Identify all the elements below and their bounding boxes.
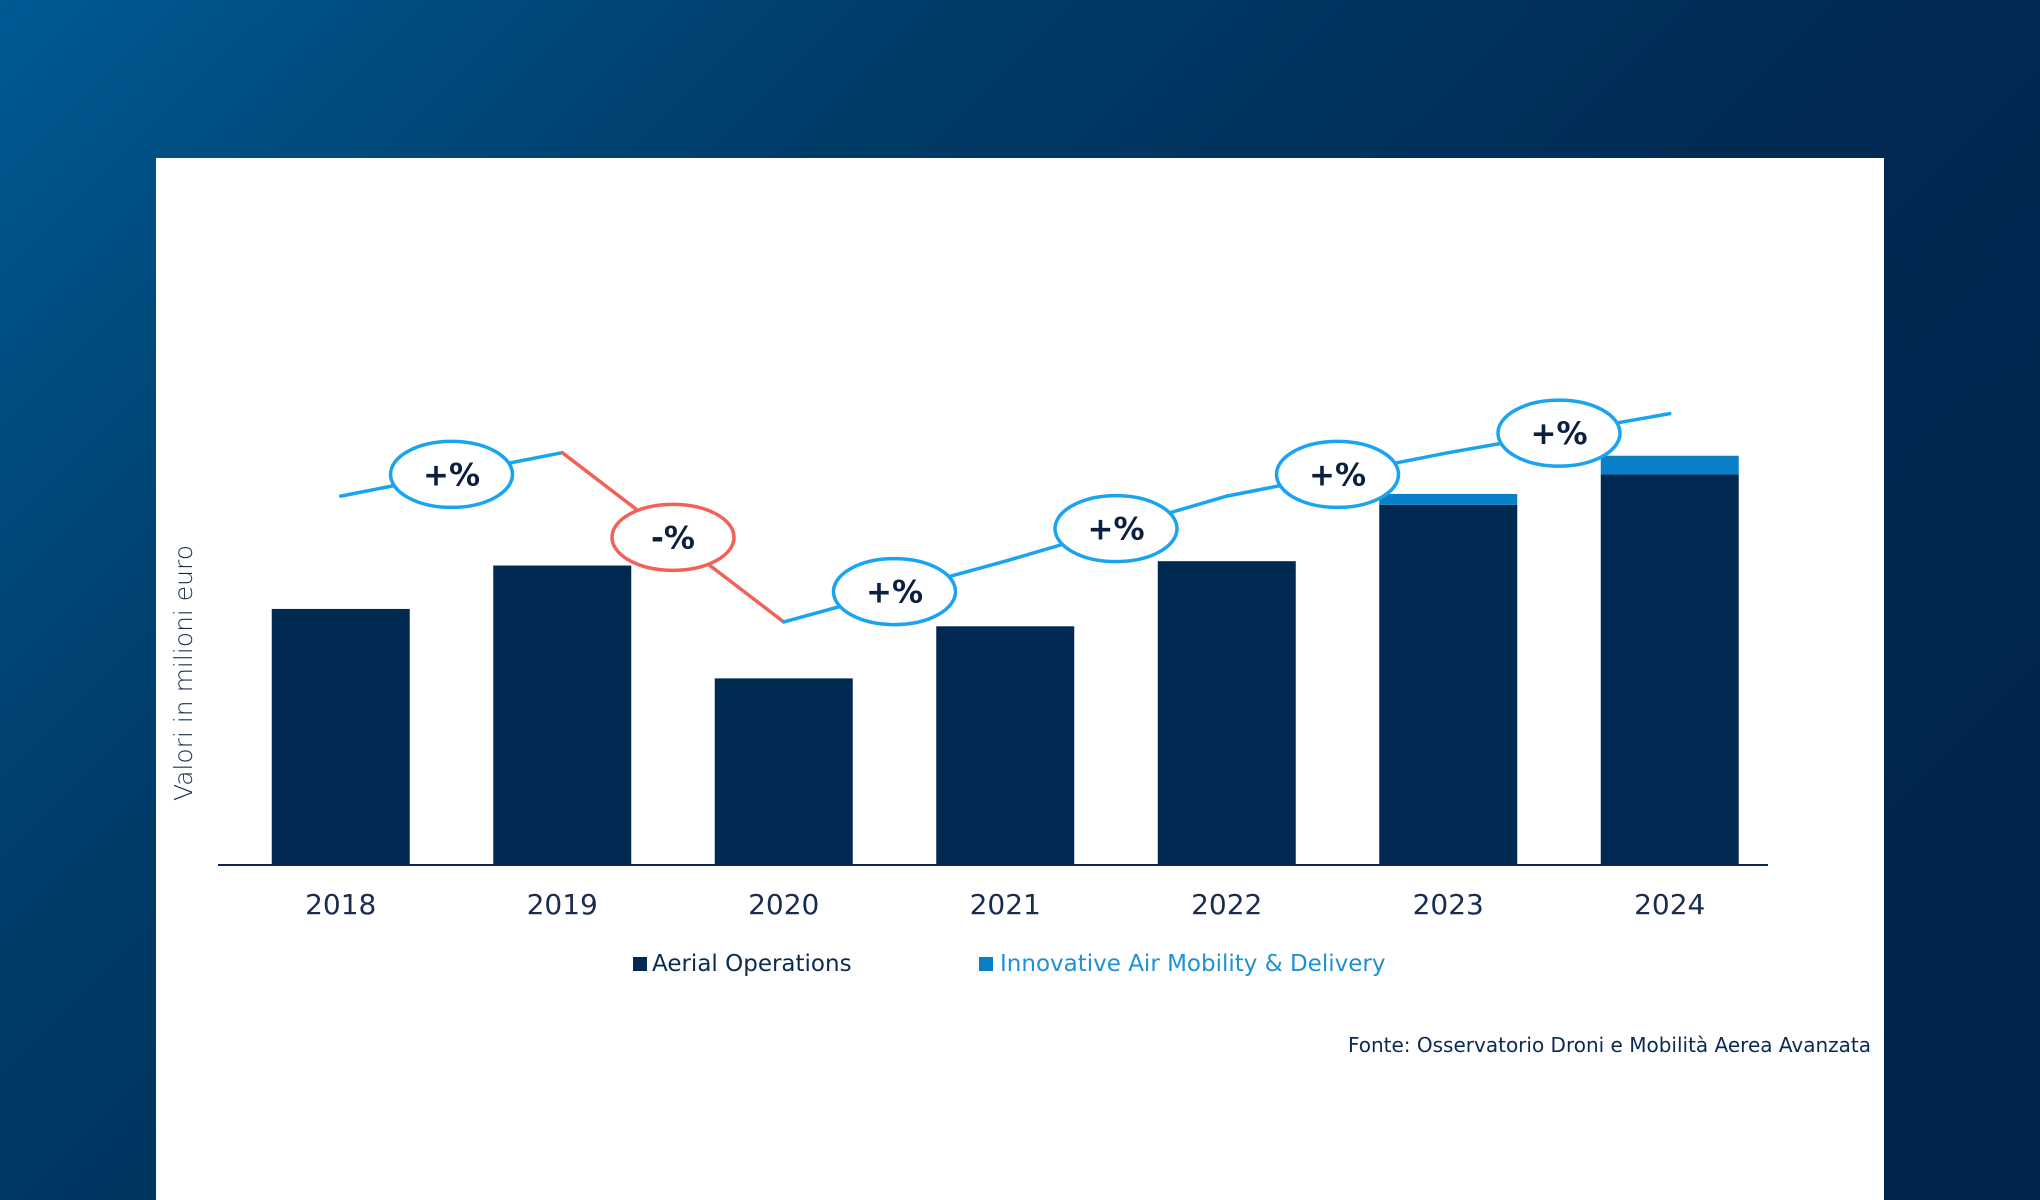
growth-badge-2024: +%: [1496, 398, 1622, 468]
growth-badge-label: +%: [1530, 416, 1587, 452]
bar-innovative-air-mobility-2024: [1600, 455, 1739, 475]
growth-badge-label: +%: [423, 457, 480, 493]
bar-aerial-operations-2020: [714, 678, 853, 865]
legend-label-aerial-operations: Aerial Operations: [652, 951, 852, 977]
legend-swatch-innovative-air-mobility: [979, 957, 993, 971]
growth-badge-label: +%: [1309, 457, 1366, 493]
source-note: Fonte: Osservatorio Droni e Mobilità Aer…: [1348, 1033, 1871, 1057]
bar-innovative-air-mobility-2023: [1379, 493, 1518, 505]
x-tick-label: 2022: [1191, 888, 1262, 921]
y-axis-label: Valori in milioni euro: [169, 545, 198, 801]
bars: [271, 455, 1739, 865]
x-tick-label: 2020: [748, 888, 819, 921]
growth-badge-ellipse: [388, 439, 515, 510]
bar-aerial-operations-2022: [1157, 561, 1296, 865]
x-tick-label: 2021: [970, 888, 1041, 921]
growth-badge-2022: +%: [1053, 493, 1179, 564]
legend-label-innovative-air-mobility: Innovative Air Mobility & Delivery: [1000, 951, 1385, 977]
growth-badges: +% -% +% +% +% +%: [388, 398, 1622, 627]
bar-aerial-operations-2021: [936, 626, 1075, 865]
legend: Aerial Operations Innovative Air Mobilit…: [633, 951, 1385, 977]
x-tick-labels: 2018 2019 2020 2021 2022 2023 2024: [305, 888, 1705, 921]
x-tick-label: 2019: [527, 888, 598, 921]
x-tick-label: 2024: [1634, 888, 1705, 921]
growth-badge-label: -%: [651, 520, 695, 556]
bar-aerial-operations-2023: [1379, 504, 1518, 865]
growth-badge-2020: -%: [610, 502, 736, 573]
growth-badge-ellipse: [610, 502, 736, 573]
legend-swatch-aerial-operations: [633, 957, 647, 971]
growth-badge-ellipse: [1496, 398, 1622, 468]
growth-badge-2021: +%: [831, 556, 958, 627]
growth-badge-ellipse: [1053, 493, 1179, 564]
growth-badge-label: +%: [1087, 512, 1144, 548]
bar-chart: Valori in milioni euro 2018 2019 2020 2021 2…: [169, 398, 1871, 1057]
x-tick-label: 2018: [305, 888, 376, 921]
growth-badge-ellipse: [1274, 439, 1401, 510]
bar-aerial-operations-2019: [493, 565, 632, 865]
growth-badge-label: +%: [866, 575, 923, 611]
bar-aerial-operations-2024: [1600, 474, 1739, 865]
growth-badge-2019: +%: [388, 439, 515, 510]
chart-panel: Valori in milioni euro 2018 2019 2020 2021 2…: [156, 158, 1884, 1200]
growth-badge-ellipse: [831, 556, 958, 627]
bar-aerial-operations-2018: [271, 608, 410, 865]
growth-badge-2023: +%: [1274, 439, 1401, 510]
x-tick-label: 2023: [1413, 888, 1484, 921]
